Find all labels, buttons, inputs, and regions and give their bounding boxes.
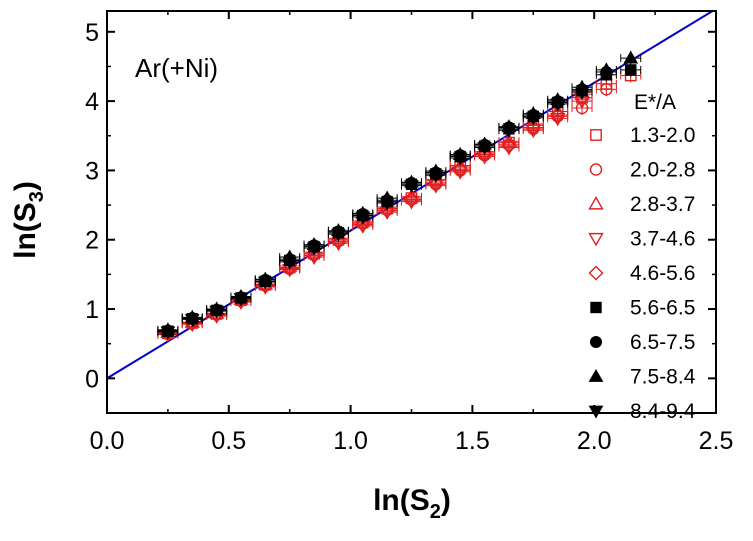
data-point: [525, 112, 541, 126]
legend-marker: [588, 232, 604, 247]
x-tick-label: 0.0: [90, 427, 125, 455]
x-axis-title: ln(S2): [373, 484, 451, 523]
y-axis-title-close: ): [9, 181, 42, 191]
y-axis-title: ln(S3): [9, 181, 48, 259]
plot-area: [107, 11, 715, 380]
legend-label: 1.3-2.0: [630, 124, 695, 147]
legend-label: 6.5-7.5: [630, 331, 695, 354]
data-point: [600, 83, 613, 96]
axes: 0.0 0.5 1.0 1.5 2.0 2.5 0 1 2 3 4 5: [85, 10, 734, 455]
data-point: [355, 216, 371, 232]
legend-marker: [590, 129, 602, 141]
x-tick-label: 2.5: [699, 427, 734, 455]
series-1.3-2.0: [157, 68, 642, 341]
data-point: [282, 256, 298, 270]
legend-marker: [588, 196, 604, 210]
data-point: [574, 86, 590, 100]
y-tick-label: 0: [85, 365, 99, 393]
data-point: [550, 98, 566, 112]
data-point: [623, 50, 639, 64]
y-axis-title-main: ln(S: [9, 202, 42, 259]
data-point: [160, 326, 176, 340]
data-point: [306, 242, 322, 256]
legend-marker: [588, 265, 604, 281]
x-tick-label: 1.5: [455, 427, 490, 455]
y-tick-label: 2: [85, 227, 99, 255]
data-point: [330, 234, 346, 250]
legend-label: 2.8-3.7: [630, 193, 695, 216]
data-point: [428, 169, 444, 183]
data-point: [428, 175, 444, 191]
y-tick-label: 3: [85, 157, 99, 185]
legend-label: 2.0-2.8: [630, 159, 695, 182]
data-point: [625, 64, 637, 76]
data-point: [477, 142, 492, 156]
x-tick-label: 2.0: [577, 427, 612, 455]
legend-item: 6.5-7.5: [589, 331, 695, 354]
data-point: [379, 197, 395, 211]
legend: 1.3-2.0 2.0-2.8 2.8-3.7 3.7-4.6 4.6-5.6 5.6-6…: [588, 124, 696, 423]
y-tick-label: 4: [85, 88, 99, 116]
x-tick-label: 1.0: [333, 427, 368, 455]
x-axis-title-main: ln(S: [373, 484, 430, 517]
data-point: [452, 161, 468, 177]
data-point: [550, 107, 566, 123]
legend-label: 8.4-9.4: [630, 400, 696, 423]
series-8.4-9.4: [157, 85, 593, 340]
data-point: [525, 119, 541, 135]
series-7.5-8.4: [157, 50, 642, 337]
y-tick-label: 5: [85, 19, 99, 47]
data-point: [184, 314, 200, 327]
data-point: [452, 152, 468, 166]
legend-marker: [590, 301, 602, 314]
data-point: [501, 138, 517, 154]
data-point: [306, 248, 322, 264]
x-axis-title-sub: 2: [430, 501, 441, 523]
legend-item: 2.0-2.8: [589, 159, 695, 182]
legend-label: 5.6-6.5: [630, 297, 695, 320]
error-bar: [595, 82, 617, 97]
data-point: [477, 146, 493, 162]
legend-marker: [589, 163, 603, 176]
legend-item: 7.5-8.4: [588, 366, 696, 389]
data-point: [599, 62, 614, 76]
legend-marker: [589, 335, 603, 349]
legend-label: 4.6-5.6: [630, 262, 695, 285]
legend-item: 2.8-3.7: [588, 193, 695, 216]
data-point: [257, 276, 273, 290]
data-point: [404, 192, 419, 208]
data-point: [233, 293, 249, 307]
legend-marker: [588, 368, 604, 382]
y-axis-title-sub: 3: [26, 191, 48, 202]
legend-item: 1.3-2.0: [590, 124, 695, 147]
legend-item: 8.4-9.4: [588, 400, 696, 423]
data-point: [501, 124, 517, 138]
data-point: [355, 211, 371, 225]
legend-title: E*/A: [634, 91, 676, 114]
data-point: [379, 203, 395, 219]
legend-label: 3.7-4.6: [630, 228, 695, 251]
y-tick-label: 1: [85, 296, 99, 324]
legend-item: 5.6-6.5: [590, 297, 695, 320]
data-point: [331, 228, 346, 242]
x-axis-title-close: ): [441, 484, 451, 517]
data-point: [404, 180, 419, 194]
x-tick-label: 0.5: [211, 427, 246, 455]
series-3.7-4.6: [157, 94, 593, 343]
legend-label: 7.5-8.4: [630, 366, 696, 389]
legend-marker: [588, 405, 604, 419]
chart-annotation: Ar(+Ni): [135, 53, 218, 83]
data-point: [209, 305, 224, 319]
legend-item: 4.6-5.6: [588, 262, 695, 285]
legend-item: 3.7-4.6: [588, 228, 695, 251]
